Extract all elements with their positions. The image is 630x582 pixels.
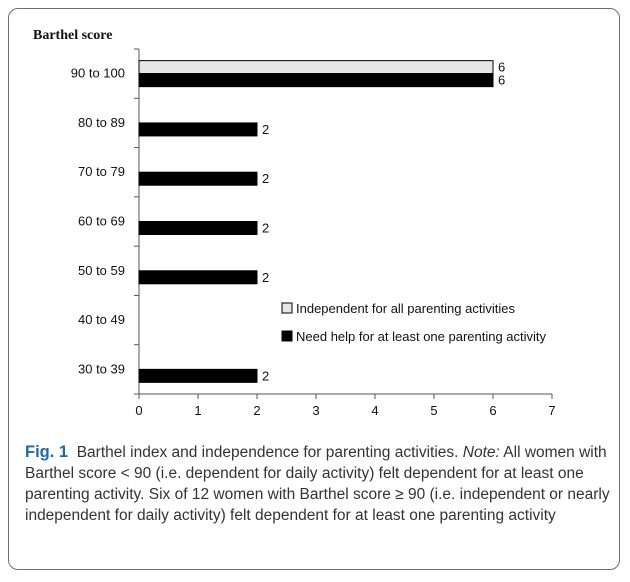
note-text: All women with Barthel score < 90 (i.e. … xyxy=(25,444,610,524)
category-label: 90 to 100 xyxy=(71,66,125,81)
x-tick-label: 5 xyxy=(430,403,437,418)
legend-label: Independent for all parenting activities xyxy=(296,301,515,316)
bar xyxy=(138,270,258,285)
data-label: 2 xyxy=(262,171,269,186)
data-label: 6 xyxy=(498,73,505,88)
legend-swatch xyxy=(281,330,293,342)
figure-label: Fig. 1 xyxy=(25,443,69,461)
bar xyxy=(138,221,258,235)
data-label: 2 xyxy=(262,122,269,137)
x-tick-label: 4 xyxy=(371,403,378,418)
x-tick-label: 7 xyxy=(548,403,555,418)
category-label: 70 to 79 xyxy=(78,164,125,179)
category-label: 50 to 59 xyxy=(78,263,125,278)
data-label: 2 xyxy=(262,221,269,236)
figure-caption: Fig. 1 Barthel index and independence fo… xyxy=(25,442,615,526)
data-label: 6 xyxy=(498,60,505,75)
data-label: 2 xyxy=(262,368,269,383)
x-tick-label: 2 xyxy=(253,403,260,418)
category-label: 40 to 49 xyxy=(78,312,125,327)
x-tick-label: 3 xyxy=(312,403,319,418)
figure-panel: Barthel score 0 1 2 3 4 5 6 7 90 to 100 6 6 80 to 8… xyxy=(8,8,620,570)
category-label: 80 to 89 xyxy=(78,115,125,130)
note-label: Note: xyxy=(462,444,500,461)
x-tick-label: 0 xyxy=(135,403,142,418)
x-tick-label: 6 xyxy=(489,403,496,418)
data-label: 2 xyxy=(262,270,269,285)
bar xyxy=(138,122,258,137)
bar xyxy=(138,73,494,88)
bar xyxy=(138,171,258,186)
bar xyxy=(138,368,258,383)
legend-label: Need help for at least one parenting act… xyxy=(296,329,547,344)
category-label: 30 to 39 xyxy=(78,361,125,376)
figure-title: Barthel index and independence for paren… xyxy=(76,444,459,461)
category-label: 60 to 69 xyxy=(78,214,125,229)
x-tick-label: 1 xyxy=(194,403,201,418)
y-axis-title: Barthel score xyxy=(33,28,112,43)
legend-swatch xyxy=(281,302,293,314)
bar xyxy=(138,60,494,75)
